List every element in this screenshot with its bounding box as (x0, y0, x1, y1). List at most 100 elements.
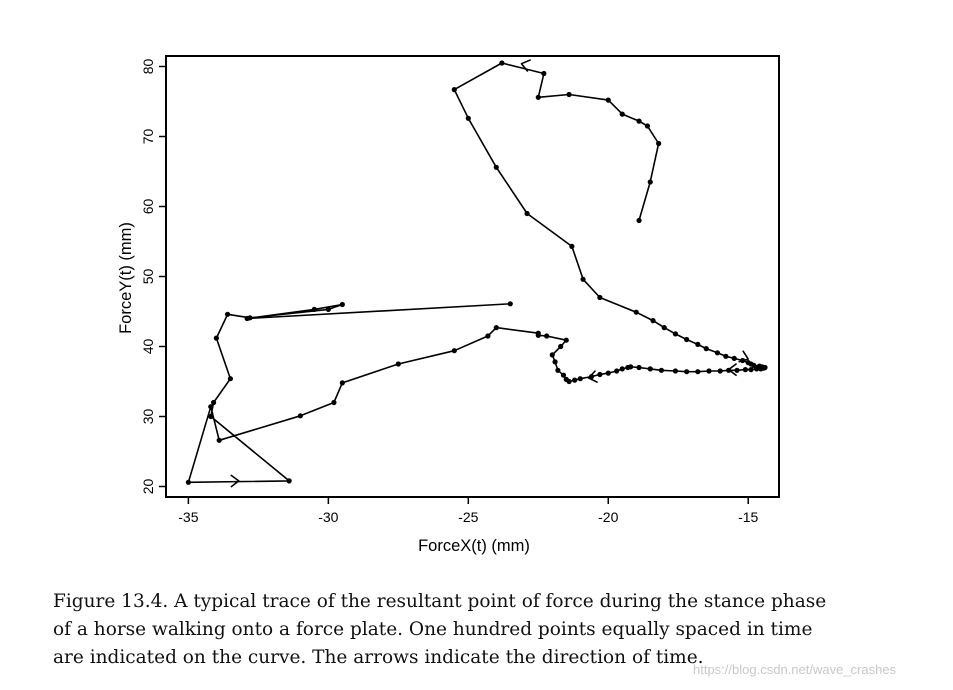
direction-arrow (727, 362, 738, 377)
trace-point (695, 369, 701, 375)
trace-point (311, 306, 317, 312)
trace-point (493, 164, 499, 170)
trace-point (572, 377, 578, 383)
trace-point (286, 478, 292, 484)
x-tick-label: -20 (598, 509, 618, 525)
trace-point (684, 369, 690, 375)
x-tick-label: -30 (318, 509, 338, 525)
trace-point (535, 94, 541, 100)
direction-arrows (230, 59, 750, 488)
trace-point (208, 404, 214, 410)
trace-point (563, 376, 569, 382)
trace-point (451, 348, 457, 354)
trace-point (208, 413, 214, 420)
trace-point (563, 337, 569, 343)
y-tick-label: 40 (140, 339, 156, 355)
x-axis-label: ForceX(t) (mm) (418, 537, 530, 555)
y-tick-label: 60 (140, 199, 156, 215)
trace-point (507, 301, 513, 307)
trace-point (580, 276, 586, 282)
x-tick-label: -15 (738, 509, 758, 525)
direction-arrow (738, 350, 750, 363)
trace-point (493, 325, 499, 331)
trace-point (742, 367, 749, 373)
caption-line-3: are indicated on the curve. The arrows i… (53, 647, 704, 668)
x-tick-label: -25 (458, 509, 478, 525)
trace-point (544, 333, 550, 339)
trace-point (577, 376, 583, 382)
trace-point (636, 364, 642, 371)
trace-point (614, 368, 620, 374)
trace-point (734, 367, 740, 373)
trace-point (647, 179, 653, 185)
force-trace-chart: -35 -30 -25 -20 -15 20 30 40 50 60 70 80 ForceX(t)… (117, 55, 780, 555)
y-tick-label: 80 (140, 59, 156, 75)
direction-arrow (520, 59, 532, 72)
trace-point (524, 210, 530, 217)
trace-point (395, 361, 401, 367)
trace-point (499, 60, 505, 66)
trace-point (636, 217, 642, 224)
trace-point (661, 325, 667, 331)
trace-point (656, 140, 662, 147)
trace-point (723, 353, 729, 359)
trace-point (597, 294, 603, 301)
trace-point (672, 368, 679, 374)
trace-point (185, 479, 191, 485)
figure-caption: Figure 13.4. A typical trace of the resu… (53, 588, 913, 672)
trace-point (758, 366, 764, 372)
direction-arrow (587, 370, 599, 384)
trace-point (558, 343, 564, 350)
trace-point (541, 70, 547, 77)
trace-point (535, 330, 541, 336)
trace-point (619, 111, 625, 117)
y-axis-ticks: 20 30 40 50 60 70 80 (140, 59, 166, 494)
caption-line-1: Figure 13.4. A typical trace of the resu… (53, 591, 827, 612)
trace-point (552, 359, 558, 365)
trace-point (647, 366, 653, 372)
y-axis-label: ForceY(t) (mm) (117, 222, 135, 334)
trace-point (748, 367, 754, 373)
y-tick-label: 30 (140, 409, 156, 425)
trace-point (684, 336, 690, 343)
trace-point (633, 309, 639, 315)
trace-point (731, 355, 737, 361)
trace-point (706, 368, 712, 374)
trace-point (566, 91, 572, 98)
trace-point (331, 399, 337, 406)
trace-point (297, 413, 303, 419)
trace-point (451, 87, 457, 93)
trace-point (227, 376, 233, 382)
trace-point (339, 380, 345, 386)
trace-point (672, 331, 679, 337)
watermark: https://blog.csdn.net/wave_crashes (693, 662, 897, 677)
trace-point (714, 350, 721, 356)
trace-point (636, 118, 642, 124)
y-tick-label: 50 (140, 269, 156, 285)
plot-frame (165, 55, 780, 498)
trace-point (555, 367, 561, 373)
trace-point (339, 301, 345, 308)
trace-point (650, 318, 656, 324)
trace-point (625, 364, 631, 371)
trace-point (703, 346, 709, 352)
trace-point (210, 399, 217, 406)
trace-point (485, 333, 491, 339)
trace-point (695, 341, 701, 347)
trace-point (549, 352, 555, 358)
x-axis-ticks: -35 -30 -25 -20 -15 (178, 497, 759, 525)
trace-point (751, 362, 757, 368)
trace-point (658, 367, 665, 373)
trace-point (597, 371, 603, 378)
direction-arrow (230, 474, 240, 488)
trace-point (213, 335, 219, 341)
trace-point (605, 97, 611, 103)
trace-line (187, 62, 766, 484)
trace-point (717, 368, 723, 374)
trace-point (216, 437, 222, 443)
trace-point (644, 123, 651, 129)
force-trace (185, 60, 768, 485)
y-tick-label: 70 (140, 129, 156, 145)
x-tick-label: -35 (178, 509, 198, 525)
trace-point (244, 315, 250, 322)
